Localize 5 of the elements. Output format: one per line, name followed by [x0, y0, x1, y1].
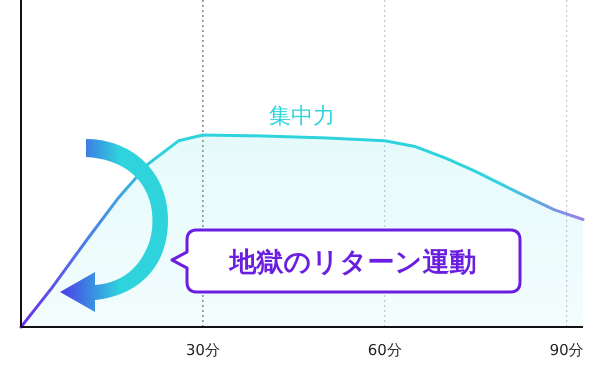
x-tick-label: 60分 — [368, 341, 402, 359]
x-tick-label: 30分 — [186, 341, 220, 359]
x-tick-label: 90分 — [550, 341, 584, 359]
series-label: 集中力 — [269, 104, 335, 129]
annotation: 地獄のリターン運動 — [228, 247, 476, 278]
